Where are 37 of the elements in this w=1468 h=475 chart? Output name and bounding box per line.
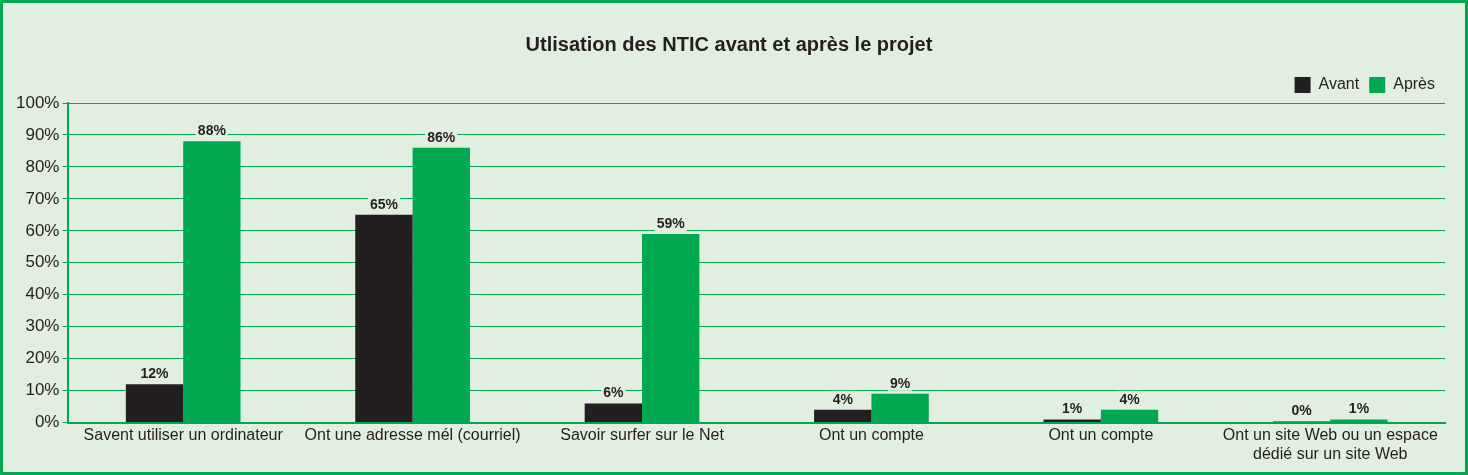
data-label: 4% bbox=[832, 390, 854, 407]
data-label: 86% bbox=[427, 128, 456, 145]
y-tick-label: 50% bbox=[25, 252, 60, 272]
data-label: 4% bbox=[1119, 390, 1141, 407]
y-tick-label: 100% bbox=[16, 92, 60, 112]
y-tick-label: 0% bbox=[34, 412, 60, 432]
y-tick-label: 80% bbox=[25, 156, 60, 176]
y-tick-label: 90% bbox=[25, 124, 60, 144]
bar bbox=[125, 384, 184, 423]
y-tick-label: 30% bbox=[25, 316, 60, 336]
bar bbox=[584, 403, 643, 423]
legend-label: Avant bbox=[1318, 75, 1360, 93]
x-tick-label: Savent utiliser un ordinateur bbox=[83, 425, 284, 443]
y-tick-label: 70% bbox=[25, 188, 60, 208]
data-label: 0% bbox=[1291, 402, 1313, 419]
y-tick-label: 40% bbox=[25, 284, 60, 304]
data-label: 12% bbox=[140, 365, 170, 382]
x-tick-label: Ont une adresse mél (courriel) bbox=[304, 425, 521, 443]
y-tick-label: 10% bbox=[25, 380, 60, 400]
data-label: 59% bbox=[656, 214, 686, 231]
chart-title: Utlisation des NTIC avant et après le projet bbox=[525, 32, 933, 55]
x-tick-label: Ont un compte bbox=[1048, 425, 1154, 443]
data-label: 1% bbox=[1348, 400, 1370, 417]
y-tick-label: 20% bbox=[25, 348, 60, 368]
bar bbox=[355, 214, 413, 423]
x-tick-label: Ont un site Web ou un espace dédié sur un site Web bbox=[1222, 425, 1438, 462]
bar bbox=[814, 409, 872, 423]
y-tick-label: 60% bbox=[25, 220, 60, 240]
x-tick-label: Ont un compte bbox=[818, 425, 925, 443]
legend-label: Après bbox=[1393, 75, 1435, 93]
bar bbox=[1043, 419, 1101, 423]
data-label: 9% bbox=[890, 374, 911, 391]
x-tick-label: Savoir surfer sur le Net bbox=[560, 425, 725, 443]
data-label: 88% bbox=[197, 122, 227, 139]
data-label: 65% bbox=[369, 195, 399, 212]
data-label: 1% bbox=[1062, 400, 1083, 417]
data-label: 6% bbox=[603, 384, 625, 401]
